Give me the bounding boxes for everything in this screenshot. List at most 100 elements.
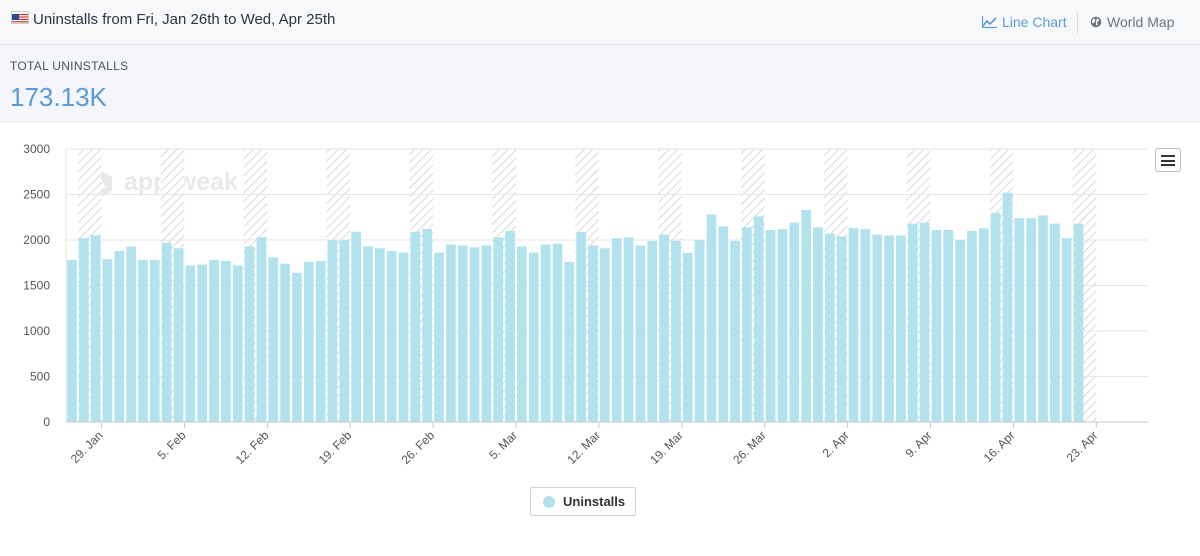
bar (197, 264, 208, 422)
bar (943, 229, 954, 422)
legend-marker (543, 495, 555, 508)
bar (576, 231, 587, 422)
bar (209, 260, 219, 422)
bar (742, 227, 752, 422)
bar (896, 235, 906, 422)
bar (386, 250, 397, 422)
bar (813, 227, 823, 422)
x-tick-label: 19. Feb (316, 428, 355, 467)
bar (410, 231, 421, 422)
bar (185, 265, 196, 422)
bar (422, 229, 433, 422)
bar (647, 240, 658, 422)
bar (339, 240, 350, 422)
bar (90, 235, 101, 422)
bar (268, 257, 279, 422)
bar (907, 223, 918, 422)
bar (635, 245, 646, 422)
bar (481, 245, 492, 422)
bar (303, 261, 314, 422)
bar (955, 240, 965, 422)
chart-title: Uninstalls from Fri, Jan 26th to Wed, Ap… (33, 11, 336, 28)
bar (1026, 218, 1037, 422)
bar (540, 244, 551, 422)
bar (588, 245, 598, 422)
bar (1002, 192, 1013, 422)
bar (457, 245, 468, 422)
bar (280, 263, 290, 422)
line-chart-label: Line Chart (1002, 14, 1067, 30)
total-uninstalls-label: TOTAL UNINSTALLS (10, 59, 129, 73)
x-tick-label: 29. Jan (68, 428, 106, 466)
bar (114, 250, 125, 422)
y-tick-label: 1000 (23, 324, 50, 338)
bar (434, 252, 444, 422)
bar (469, 247, 480, 422)
x-tick-label: 5. Mar (486, 428, 520, 462)
bar (149, 260, 160, 422)
bar (848, 228, 859, 422)
bar (611, 238, 622, 422)
bar (398, 252, 409, 422)
y-tick-label: 1500 (23, 279, 50, 293)
summary-panel: TOTAL UNINSTALLS 173.13K (0, 45, 1200, 122)
bar (801, 209, 812, 422)
bar (327, 240, 338, 422)
world-map-toggle[interactable]: World Map (1090, 14, 1174, 30)
bar (102, 259, 113, 422)
bar (753, 216, 764, 422)
bar (564, 261, 575, 422)
bar (256, 237, 267, 422)
bar (1038, 215, 1048, 422)
toggle-divider (1077, 12, 1078, 34)
bar (978, 228, 989, 422)
bar (528, 252, 539, 422)
bar (374, 248, 385, 422)
y-tick-label: 2000 (23, 233, 50, 247)
bar (931, 229, 942, 422)
y-tick-label: 0 (43, 415, 50, 429)
bar (730, 240, 740, 422)
bar (659, 234, 669, 422)
y-tick-label: 500 (30, 370, 50, 384)
x-tick-label: 2. Apr (820, 428, 852, 460)
line-chart-toggle[interactable]: Line Chart (982, 14, 1067, 30)
bar (126, 246, 136, 422)
chart-header: Uninstalls from Fri, Jan 26th to Wed, Ap… (0, 0, 1200, 45)
bar (860, 229, 871, 422)
bar (884, 235, 894, 422)
bar (1061, 238, 1072, 422)
bar (552, 243, 563, 422)
bar (363, 246, 373, 422)
chart-menu-button[interactable] (1155, 148, 1181, 172)
bar (67, 260, 77, 422)
bar (315, 260, 326, 422)
bar (694, 240, 705, 422)
y-tick-label: 2500 (23, 188, 50, 202)
bar (505, 230, 515, 422)
bar (824, 233, 835, 422)
bar (493, 237, 504, 422)
y-tick-label: 3000 (23, 142, 50, 156)
bar (78, 238, 89, 422)
bar (682, 252, 693, 422)
x-tick-label: 5. Feb (155, 428, 189, 462)
bar (599, 248, 610, 422)
legend-item-uninstalls[interactable]: Uninstalls (530, 487, 636, 516)
x-tick-label: 19. Mar (647, 428, 686, 467)
globe-icon (1090, 16, 1102, 28)
bar (623, 237, 634, 422)
bar (138, 260, 148, 422)
bar (292, 272, 302, 422)
bar (836, 236, 847, 422)
world-map-label: World Map (1107, 14, 1175, 30)
bar (517, 246, 527, 422)
x-tick-label: 12. Mar (564, 428, 603, 467)
bar (1014, 218, 1025, 422)
bar (872, 234, 883, 422)
bar (765, 229, 776, 422)
bar (446, 244, 456, 422)
bar (718, 226, 729, 422)
x-tick-label: 26. Feb (399, 428, 438, 467)
